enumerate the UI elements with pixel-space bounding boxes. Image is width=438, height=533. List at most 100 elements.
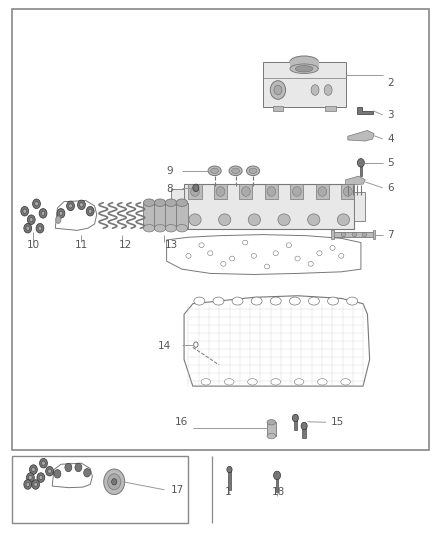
Ellipse shape xyxy=(271,378,281,385)
Circle shape xyxy=(292,414,298,422)
Circle shape xyxy=(24,480,32,489)
Circle shape xyxy=(39,208,47,218)
Bar xyxy=(360,163,362,176)
Circle shape xyxy=(41,211,45,215)
Text: 10: 10 xyxy=(27,240,40,250)
Circle shape xyxy=(69,204,72,208)
Ellipse shape xyxy=(290,56,318,68)
Circle shape xyxy=(24,223,32,233)
Ellipse shape xyxy=(154,224,166,232)
Ellipse shape xyxy=(273,251,279,256)
Ellipse shape xyxy=(243,240,248,245)
Bar xyxy=(154,203,166,228)
Polygon shape xyxy=(357,107,373,115)
Ellipse shape xyxy=(186,254,191,259)
Text: 5: 5 xyxy=(387,158,394,168)
Bar xyxy=(290,184,304,199)
Circle shape xyxy=(59,211,63,215)
Circle shape xyxy=(37,473,45,482)
Bar xyxy=(341,184,354,199)
Ellipse shape xyxy=(221,262,226,266)
Circle shape xyxy=(46,466,53,476)
Circle shape xyxy=(84,469,91,477)
Bar xyxy=(265,184,278,199)
Ellipse shape xyxy=(267,433,276,439)
Ellipse shape xyxy=(144,199,155,206)
Circle shape xyxy=(78,200,85,209)
Bar xyxy=(267,422,276,436)
Text: 6: 6 xyxy=(387,183,394,193)
Text: 9: 9 xyxy=(166,166,173,176)
Polygon shape xyxy=(184,184,354,229)
Text: 13: 13 xyxy=(164,240,177,250)
Ellipse shape xyxy=(247,166,260,175)
Ellipse shape xyxy=(308,297,319,305)
Ellipse shape xyxy=(247,378,257,385)
Bar xyxy=(12,456,188,523)
Ellipse shape xyxy=(208,166,221,175)
Ellipse shape xyxy=(216,187,225,196)
Circle shape xyxy=(26,226,29,230)
Bar xyxy=(214,184,227,199)
Text: 16: 16 xyxy=(175,417,188,427)
Circle shape xyxy=(80,203,83,207)
Ellipse shape xyxy=(208,251,213,256)
Ellipse shape xyxy=(251,297,262,305)
Ellipse shape xyxy=(251,254,257,259)
Ellipse shape xyxy=(230,256,235,261)
Circle shape xyxy=(27,215,35,224)
Circle shape xyxy=(54,470,61,478)
Circle shape xyxy=(28,475,32,480)
Circle shape xyxy=(357,159,364,167)
Bar xyxy=(325,106,336,111)
Ellipse shape xyxy=(339,254,344,259)
Ellipse shape xyxy=(229,166,242,175)
Polygon shape xyxy=(184,296,370,386)
Bar xyxy=(316,184,329,199)
Ellipse shape xyxy=(362,232,367,237)
Ellipse shape xyxy=(189,214,201,225)
Ellipse shape xyxy=(311,85,319,95)
Ellipse shape xyxy=(295,66,313,72)
Ellipse shape xyxy=(165,224,177,232)
Bar xyxy=(290,61,318,69)
Bar xyxy=(188,184,201,199)
Polygon shape xyxy=(52,463,92,488)
Bar xyxy=(165,203,177,228)
Ellipse shape xyxy=(144,224,155,232)
Text: 2: 2 xyxy=(387,78,394,88)
Polygon shape xyxy=(354,192,365,221)
Bar xyxy=(332,232,374,237)
Circle shape xyxy=(193,184,199,191)
Text: 12: 12 xyxy=(119,240,132,250)
Circle shape xyxy=(86,206,94,216)
Polygon shape xyxy=(171,189,184,224)
Text: 3: 3 xyxy=(387,110,394,120)
Ellipse shape xyxy=(232,168,240,173)
Circle shape xyxy=(39,458,47,468)
Circle shape xyxy=(32,480,39,489)
Text: 4: 4 xyxy=(387,134,394,144)
Bar xyxy=(373,230,375,239)
Circle shape xyxy=(227,466,232,473)
Circle shape xyxy=(194,342,198,348)
Ellipse shape xyxy=(308,262,313,266)
Ellipse shape xyxy=(242,187,250,196)
Ellipse shape xyxy=(330,246,335,251)
Circle shape xyxy=(88,209,92,213)
Circle shape xyxy=(32,467,35,472)
Circle shape xyxy=(57,208,65,218)
Polygon shape xyxy=(348,131,374,141)
Ellipse shape xyxy=(267,187,276,196)
Text: 7: 7 xyxy=(387,230,394,240)
Text: 18: 18 xyxy=(271,488,285,497)
Circle shape xyxy=(75,463,82,472)
Bar xyxy=(276,477,279,492)
Ellipse shape xyxy=(324,85,332,95)
Text: 1: 1 xyxy=(224,488,231,497)
Ellipse shape xyxy=(176,199,187,206)
Bar xyxy=(302,426,306,438)
Ellipse shape xyxy=(154,199,166,206)
Ellipse shape xyxy=(248,214,261,225)
Circle shape xyxy=(29,217,33,222)
